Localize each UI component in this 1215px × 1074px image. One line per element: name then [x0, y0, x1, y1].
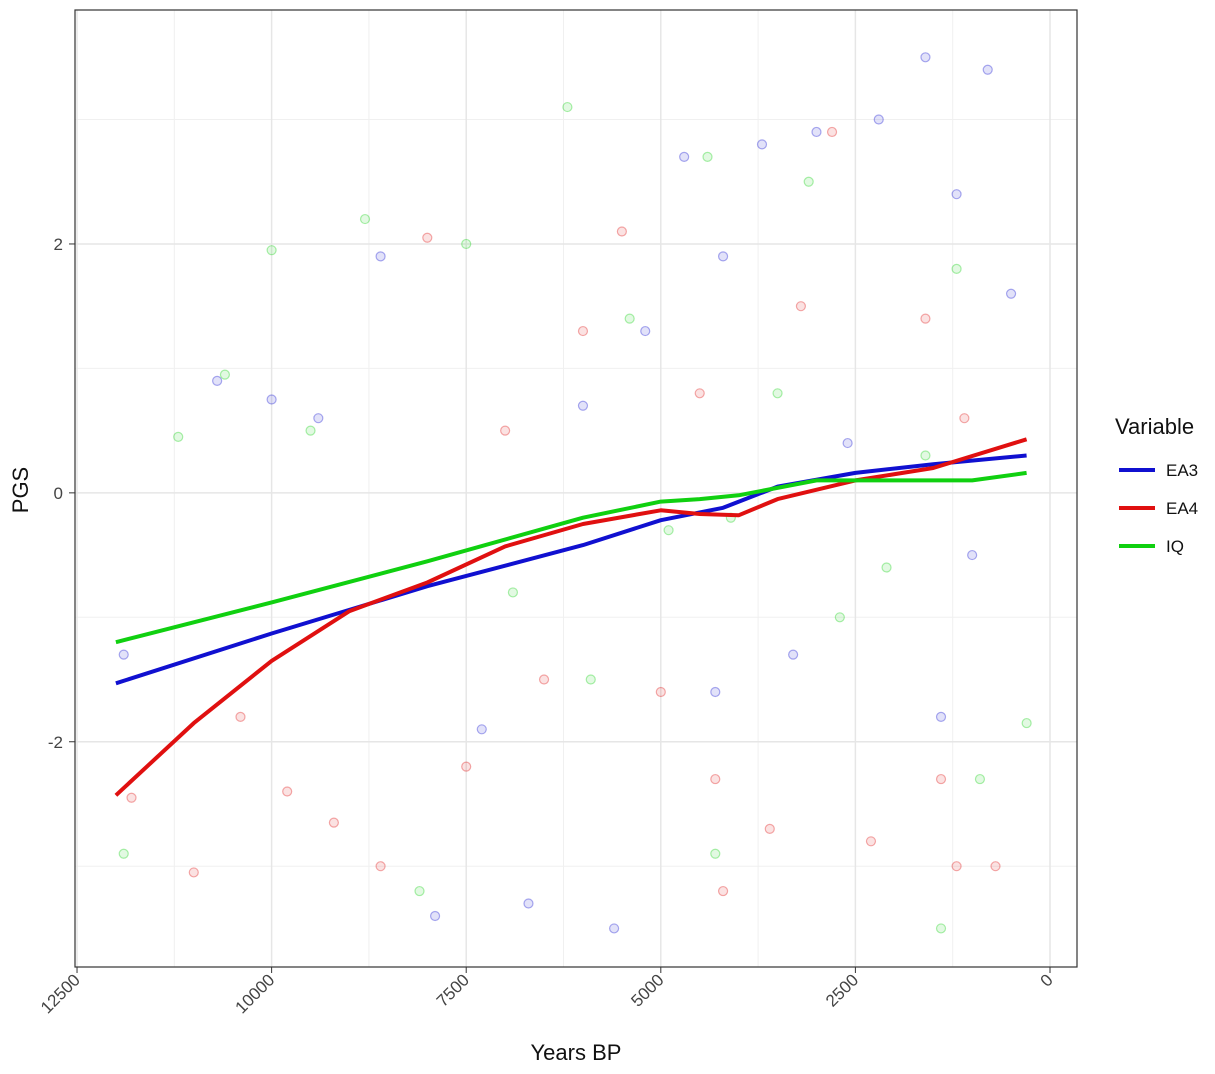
- scatter-point: [756, 139, 768, 150]
- scatter-point: [219, 369, 231, 380]
- scatter-point: [679, 151, 690, 162]
- scatter-point: [624, 313, 635, 324]
- scatter-point: [173, 431, 184, 442]
- scatter-point: [959, 413, 970, 424]
- scatter-point: [188, 867, 199, 878]
- scatter-point: [461, 238, 472, 250]
- scatter-point: [562, 101, 573, 113]
- scatter-point: [834, 612, 845, 623]
- scatter-point: [640, 325, 651, 337]
- scatter-point: [951, 263, 962, 274]
- y-tick-label: 0: [54, 484, 63, 503]
- y-tick-label: -2: [48, 733, 63, 752]
- scatter-point: [717, 251, 729, 262]
- scatter-point: [811, 126, 822, 138]
- scatter-point: [1005, 288, 1017, 299]
- x-tick-label: 5000: [627, 970, 667, 1010]
- scatter-point: [694, 388, 705, 399]
- scatter-point: [126, 792, 137, 803]
- x-axis-title: Years BP: [531, 1040, 622, 1065]
- scatter-point: [951, 189, 962, 200]
- scatter-point: [873, 114, 884, 125]
- scatter-point: [795, 301, 807, 312]
- scatter-point: [375, 251, 386, 262]
- scatter-point: [935, 711, 947, 722]
- scatter-point: [585, 674, 596, 685]
- scatter-point: [865, 836, 877, 847]
- scatter-point: [609, 923, 620, 934]
- scatter-point: [461, 761, 472, 772]
- scatter-point: [266, 245, 277, 256]
- scatter-point: [710, 686, 721, 698]
- legend-label: EA3: [1166, 461, 1198, 480]
- scatter-point: [920, 52, 931, 63]
- scatter-point: [803, 176, 814, 187]
- scatter-point: [538, 674, 550, 685]
- x-tick-label: 2500: [822, 970, 862, 1010]
- y-tick-label: 2: [54, 235, 63, 254]
- legend-title: Variable: [1115, 414, 1194, 439]
- scatter-point: [842, 437, 853, 449]
- scatter-point: [826, 126, 838, 138]
- scatter-point: [655, 686, 666, 698]
- scatter-point: [375, 861, 386, 872]
- scatter-point: [507, 587, 519, 598]
- x-tick-label: 12500: [37, 970, 84, 1017]
- scatter-point: [951, 861, 962, 872]
- scatter-point: [717, 885, 729, 897]
- scatter-point: [967, 549, 978, 561]
- scatter-point: [266, 394, 277, 405]
- scatter-point: [920, 450, 931, 461]
- scatter-point: [577, 325, 589, 337]
- smooth-line: [114, 437, 1028, 797]
- scatter-point: [935, 773, 947, 785]
- scatter-point: [235, 711, 246, 722]
- scatter-point: [422, 232, 433, 243]
- scatter-point: [920, 313, 931, 324]
- scatter-point: [500, 425, 511, 436]
- plot-border: [74, 9, 1078, 968]
- scatter-point: [1021, 717, 1032, 729]
- scatter-point: [429, 910, 441, 922]
- scatter-point: [282, 786, 293, 797]
- scatter-point: [990, 861, 1001, 872]
- scatter-point: [313, 413, 324, 424]
- scatter-point: [982, 64, 993, 75]
- scatter-point: [577, 400, 589, 411]
- scatter-point: [788, 649, 799, 660]
- x-tick-label: 7500: [433, 970, 473, 1010]
- scatter-point: [328, 817, 339, 828]
- scatter-point: [710, 848, 721, 859]
- scatter-point: [118, 848, 129, 859]
- smooth-line: [115, 470, 1027, 645]
- scatter-point: [663, 525, 674, 536]
- legend-label: EA4: [1166, 499, 1198, 518]
- scatter-point: [476, 724, 487, 735]
- scatter-point: [359, 213, 371, 225]
- scatter-point: [764, 823, 775, 834]
- scatter-point: [305, 425, 316, 436]
- plot-background: [75, 10, 1077, 967]
- scatter-point: [616, 226, 627, 237]
- scatter-point: [523, 898, 534, 909]
- scatter-point: [702, 151, 713, 162]
- scatter-point: [710, 773, 721, 785]
- scatter-point: [974, 773, 986, 785]
- legend-label: IQ: [1166, 537, 1184, 556]
- scatter-point: [414, 885, 425, 897]
- scatter-point: [935, 923, 947, 934]
- scatter-point: [772, 388, 783, 399]
- scatter-point: [881, 562, 892, 573]
- x-tick-label: 10000: [232, 970, 279, 1017]
- x-tick-label: 0: [1037, 970, 1057, 990]
- scatter-point: [118, 649, 129, 660]
- y-axis-title: PGS: [8, 467, 33, 513]
- scatter-point: [212, 375, 223, 386]
